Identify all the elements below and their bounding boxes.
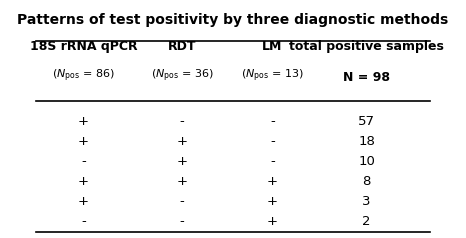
Text: -: - <box>270 135 274 148</box>
Text: +: + <box>78 115 89 128</box>
Text: LM: LM <box>262 40 282 53</box>
Text: Patterns of test positivity by three diagnostic methods: Patterns of test positivity by three dia… <box>17 13 449 27</box>
Text: 18S rRNA qPCR: 18S rRNA qPCR <box>30 40 137 53</box>
Text: 10: 10 <box>358 155 375 168</box>
Text: -: - <box>270 155 274 168</box>
Text: total positive samples: total positive samples <box>289 40 444 53</box>
Text: +: + <box>78 195 89 208</box>
Text: -: - <box>179 195 184 208</box>
Text: -: - <box>179 215 184 228</box>
Text: N = 98: N = 98 <box>343 71 390 84</box>
Text: +: + <box>267 215 278 228</box>
Text: +: + <box>177 175 187 188</box>
Text: 8: 8 <box>363 175 371 188</box>
Text: 3: 3 <box>363 195 371 208</box>
Text: +: + <box>267 195 278 208</box>
Text: +: + <box>267 175 278 188</box>
Text: $(N_{\rm pos}$ = 36): $(N_{\rm pos}$ = 36) <box>151 67 213 84</box>
Text: 18: 18 <box>358 135 375 148</box>
Text: RDT: RDT <box>168 40 196 53</box>
Text: +: + <box>177 155 187 168</box>
Text: -: - <box>179 115 184 128</box>
Text: -: - <box>270 115 274 128</box>
Text: -: - <box>81 215 86 228</box>
Text: +: + <box>78 175 89 188</box>
Text: +: + <box>78 135 89 148</box>
Text: 57: 57 <box>358 115 375 128</box>
Text: 2: 2 <box>363 215 371 228</box>
Text: $(N_{\rm pos}$ = 86): $(N_{\rm pos}$ = 86) <box>52 67 115 84</box>
Text: +: + <box>177 135 187 148</box>
Text: -: - <box>81 155 86 168</box>
Text: $(N_{\rm pos}$ = 13): $(N_{\rm pos}$ = 13) <box>241 67 304 84</box>
